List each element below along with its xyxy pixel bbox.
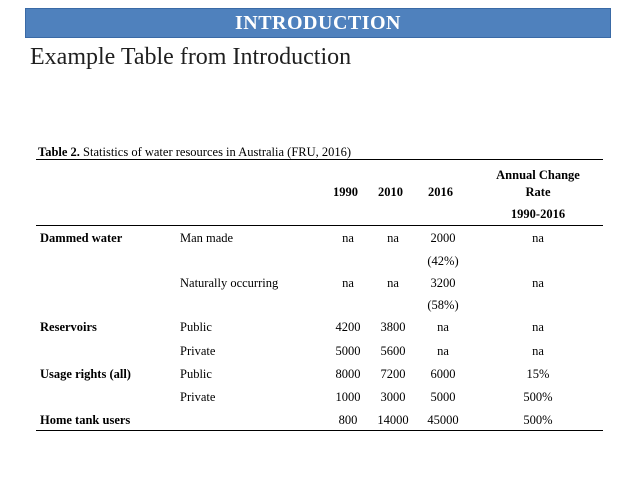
section-banner: INTRODUCTION (25, 8, 611, 38)
banner-title: INTRODUCTION (234, 11, 402, 34)
row-value-2010: na (387, 276, 399, 290)
row-rate: na (532, 231, 544, 245)
row-subcategory: Naturally occurring (180, 276, 279, 290)
row-value-2016: 45000 (427, 413, 459, 427)
header-2010: 2010 (378, 185, 403, 199)
table-bottom-rule (36, 430, 603, 431)
row-rate: 15% (526, 367, 550, 381)
row-value-1990: 800 (338, 413, 358, 427)
row-rate: 500% (523, 390, 553, 404)
row-value-2010: 3800 (380, 320, 406, 334)
row-subcategory: Private (180, 390, 216, 404)
table-top-rule (36, 159, 603, 160)
row-value-2010: na (387, 231, 399, 245)
row-subcategory: Public (180, 320, 212, 334)
row-value-2010: 7200 (380, 367, 406, 381)
row-percent: (58%) (427, 298, 459, 312)
row-value-1990: 4200 (335, 320, 361, 334)
row-category: Dammed water (40, 231, 123, 245)
row-rate: na (532, 344, 544, 358)
row-percent: (42%) (427, 254, 459, 268)
header-2016: 2016 (428, 185, 453, 199)
row-rate: na (532, 320, 544, 334)
row-rate: na (532, 276, 544, 290)
row-value-2016: 3200 (430, 276, 456, 290)
row-rate: 500% (523, 413, 553, 427)
row-value-2010: 14000 (377, 413, 409, 427)
header-rate-line1: Annual Change (496, 168, 580, 182)
slide-subtitle: Example Table from Introduction (30, 44, 352, 70)
row-category: Usage rights (all) (40, 367, 131, 381)
row-value-2016: 2000 (430, 231, 456, 245)
row-value-1990: 5000 (335, 344, 361, 358)
row-value-2010: 5600 (380, 344, 406, 358)
row-value-1990: na (342, 231, 354, 245)
table-caption-text: Statistics of water resources in Austral… (79, 145, 352, 159)
row-category: Home tank users (40, 413, 131, 427)
table-caption-label: Table 2. (38, 145, 80, 159)
row-value-2016: 6000 (430, 367, 456, 381)
header-rate-period: 1990-2016 (510, 207, 566, 221)
row-subcategory: Private (180, 344, 216, 358)
row-value-2016: 5000 (430, 390, 456, 404)
row-category: Reservoirs (40, 320, 97, 334)
table-header-rule (36, 225, 603, 226)
row-value-2016: na (437, 344, 449, 358)
row-value-1990: 1000 (335, 390, 361, 404)
row-value-1990: na (342, 276, 354, 290)
row-value-1990: 8000 (335, 367, 361, 381)
row-value-2016: na (437, 320, 449, 334)
header-1990: 1990 (333, 185, 358, 199)
header-rate-line2: Rate (525, 185, 551, 199)
row-subcategory: Man made (180, 231, 234, 245)
row-subcategory: Public (180, 367, 212, 381)
table-caption: Table 2. Statistics of water resources i… (38, 145, 351, 160)
row-value-2010: 3000 (380, 390, 406, 404)
